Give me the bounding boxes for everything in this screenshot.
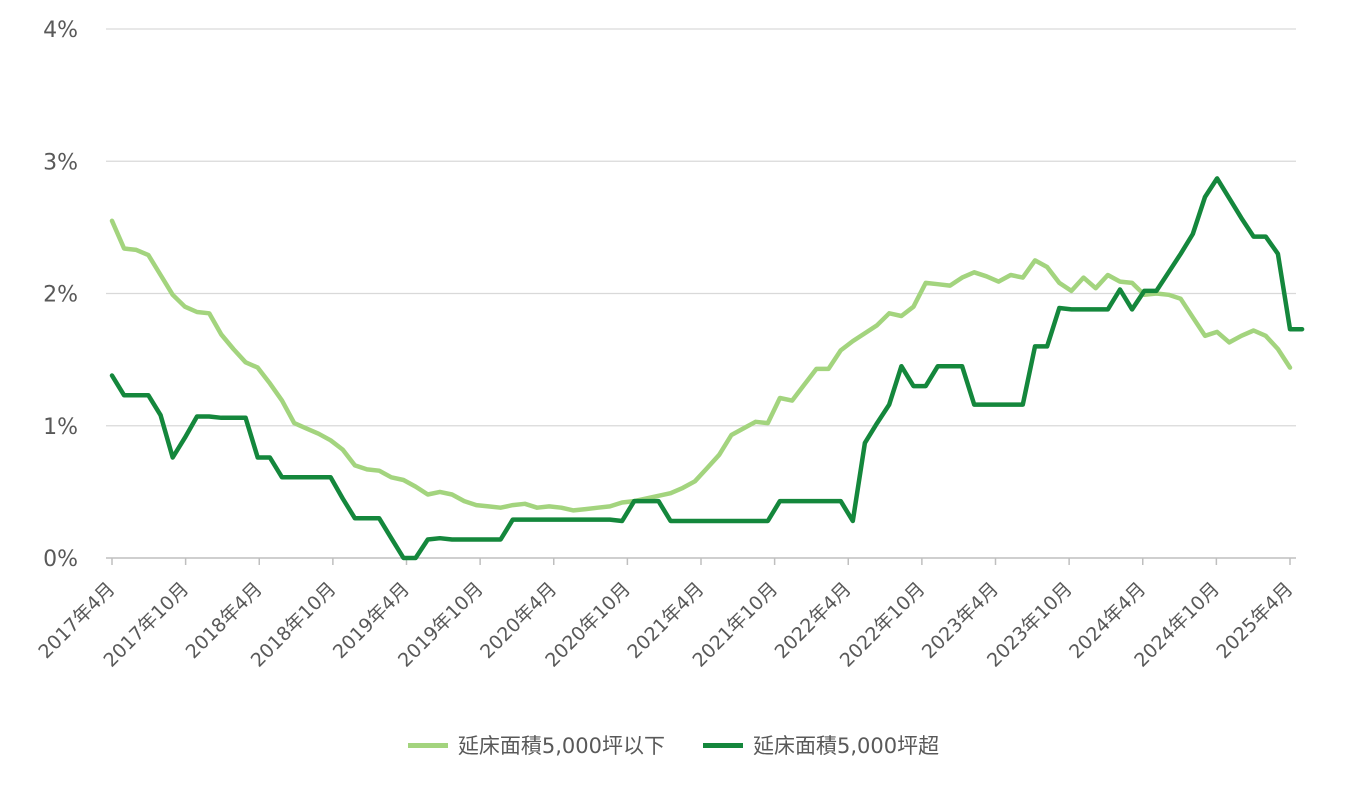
gridlines — [106, 28, 1296, 427]
y-tick-label: 0% — [43, 547, 78, 572]
line-chart: 0% 1% 2% 3% 4% 2017年4月2017年10月2018年4月2018年10… — [34, 18, 1305, 672]
legend-label-series-2: 延床面積5,000坪超 — [753, 734, 940, 758]
y-tick-label: 2% — [43, 283, 78, 308]
legend: 延床面積5,000坪以下 延床面積5,000坪超 — [0, 730, 1347, 760]
y-axis-tick-labels: 0% 1% 2% 3% 4% — [43, 18, 78, 572]
x-axis — [106, 557, 1296, 565]
legend-item-series-2: 延床面積5,000坪超 — [703, 730, 939, 760]
legend-swatch-series-2 — [703, 742, 743, 748]
legend-label-series-1: 延床面積5,000坪以下 — [457, 734, 665, 758]
x-axis-tick-labels: 2017年4月2017年10月2018年4月2018年10月2019年4月201… — [34, 578, 1297, 672]
y-tick-label: 1% — [43, 415, 78, 440]
legend-item-series-1: 延床面積5,000坪以下 — [407, 730, 665, 760]
series-line-1 — [109, 218, 1293, 513]
series-lines — [109, 176, 1305, 561]
legend-swatch-series-1 — [407, 742, 448, 748]
x-tick-label: 2025年4月 — [1212, 578, 1297, 663]
y-tick-label: 3% — [43, 150, 78, 175]
series-line-2 — [109, 176, 1305, 561]
y-tick-label: 4% — [43, 18, 78, 43]
